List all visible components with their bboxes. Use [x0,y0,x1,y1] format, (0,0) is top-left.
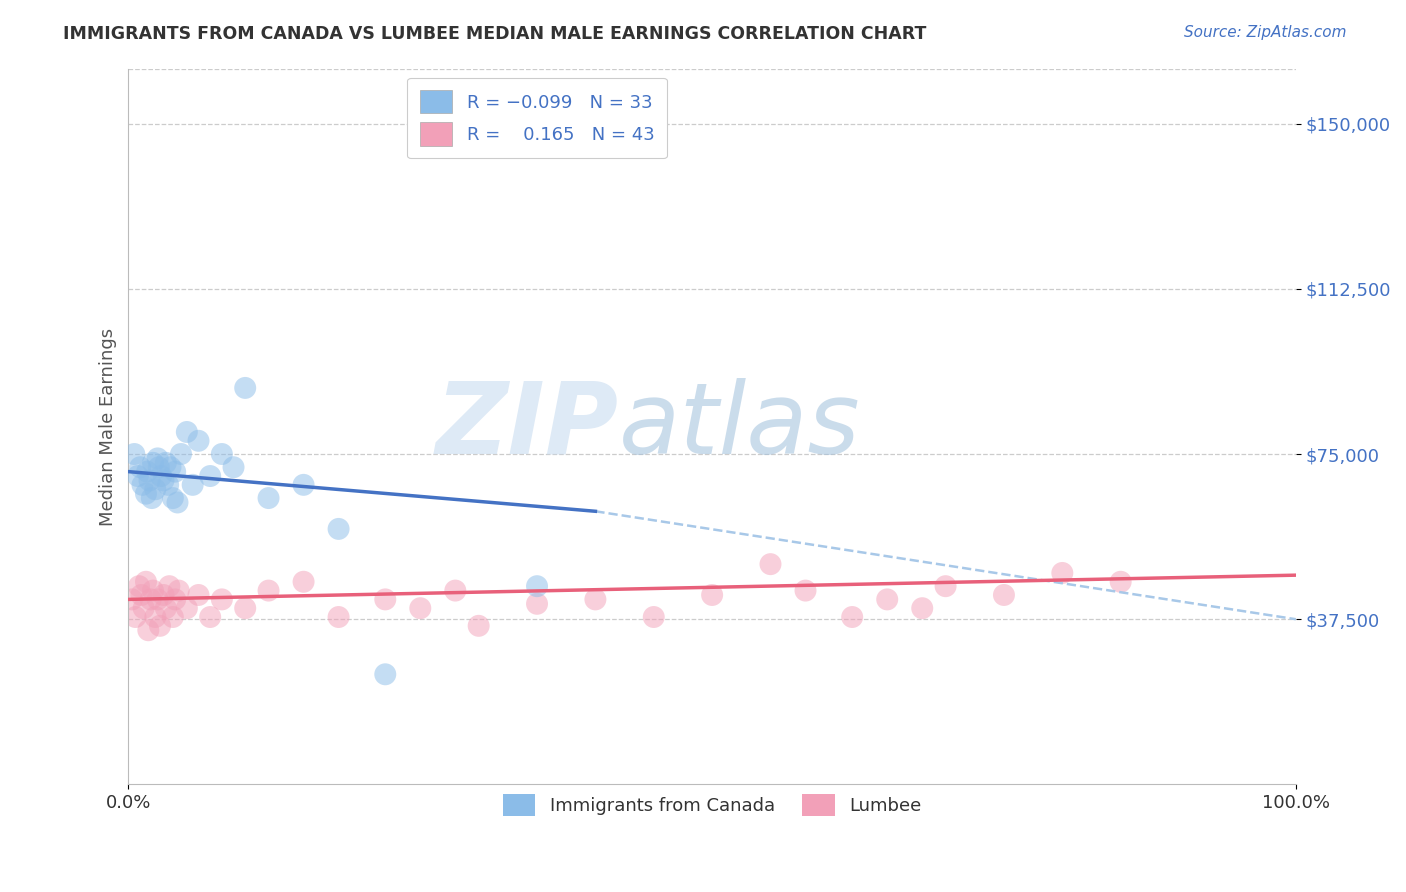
Point [181,478,204,492]
Point [328,522,350,536]
Point [124,610,146,624]
Point [176,601,198,615]
Point [700,588,723,602]
Point [159,460,181,475]
Point [143,482,166,496]
Point [222,460,245,475]
Point [993,588,1015,602]
Point [162,491,184,505]
Point [211,447,233,461]
Point [170,447,193,461]
Point [583,592,606,607]
Point [124,447,146,461]
Point [911,601,934,615]
Point [132,601,155,615]
Point [167,583,190,598]
Point [149,619,172,633]
Point [374,592,396,607]
Point [136,624,159,638]
Point [152,588,174,602]
Point [157,478,180,492]
Point [526,597,548,611]
Point [135,574,157,589]
Point [138,474,160,488]
Point [141,491,163,505]
Point [143,610,166,624]
Text: IMMIGRANTS FROM CANADA VS LUMBEE MEDIAN MALE EARNINGS CORRELATION CHART: IMMIGRANTS FROM CANADA VS LUMBEE MEDIAN … [63,25,927,43]
Point [211,592,233,607]
Point [127,469,149,483]
Point [374,667,396,681]
Point [187,434,209,448]
Point [233,381,256,395]
Point [146,592,169,607]
Point [759,557,782,571]
Point [136,465,159,479]
Point [198,469,221,483]
Point [467,619,489,633]
Point [155,601,177,615]
Point [328,610,350,624]
Point [157,579,180,593]
Point [150,469,173,483]
Legend: Immigrants from Canada, Lumbee: Immigrants from Canada, Lumbee [494,786,931,825]
Point [176,425,198,439]
Point [131,588,153,602]
Point [121,592,143,607]
Point [187,588,209,602]
Point [198,610,221,624]
Text: ZIP: ZIP [436,378,619,475]
Point [152,474,174,488]
Point [142,583,165,598]
Point [142,456,165,470]
Point [794,583,817,598]
Point [162,610,184,624]
Point [409,601,432,615]
Point [146,451,169,466]
Point [148,460,170,475]
Point [292,574,315,589]
Point [1109,574,1132,589]
Point [135,486,157,500]
Point [166,495,188,509]
Point [233,601,256,615]
Text: Source: ZipAtlas.com: Source: ZipAtlas.com [1184,25,1347,40]
Text: atlas: atlas [619,378,860,475]
Point [129,460,152,475]
Point [128,579,150,593]
Y-axis label: Median Male Earnings: Median Male Earnings [100,327,117,525]
Point [643,610,665,624]
Point [444,583,467,598]
Point [139,592,162,607]
Point [1052,566,1074,580]
Point [876,592,898,607]
Point [165,592,187,607]
Point [165,465,187,479]
Point [841,610,863,624]
Point [257,491,280,505]
Point [131,478,153,492]
Point [257,583,280,598]
Point [935,579,957,593]
Point [155,456,177,470]
Point [526,579,548,593]
Point [292,478,315,492]
